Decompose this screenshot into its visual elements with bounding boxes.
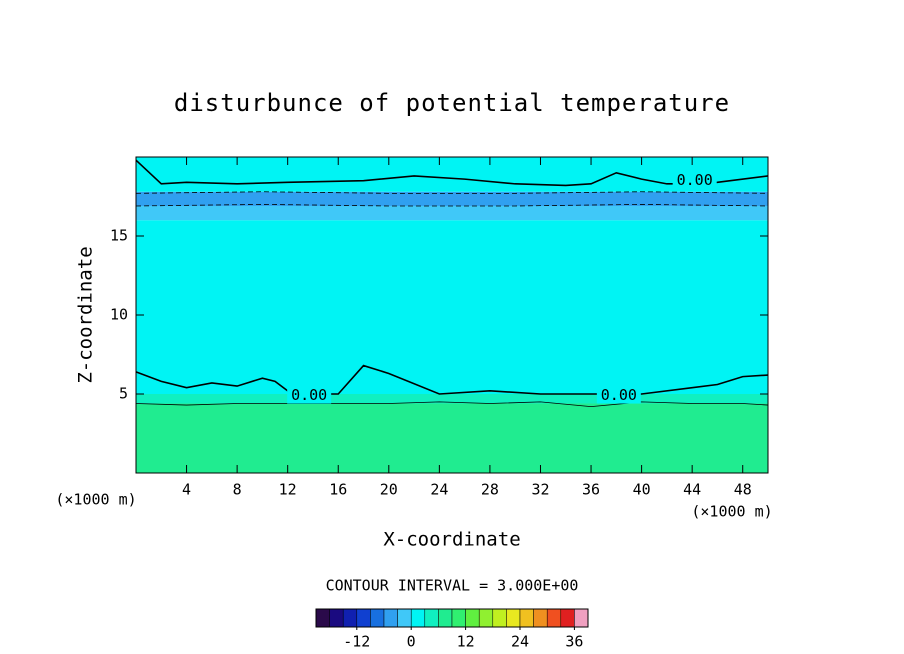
colorbar-box [342,608,358,628]
x-tick-label: 40 [633,481,651,499]
colorbar-frame [315,608,589,628]
contour-label: 0.00 [601,386,637,404]
contour-label-bg [596,387,641,404]
x-tick-label: 48 [734,481,752,499]
colorbar-box [410,608,426,628]
field-band [136,394,768,404]
field-band [136,205,768,221]
y-tick-label: 10 [110,306,128,324]
x-tick-label: 44 [683,481,701,499]
x-tick-label: 32 [531,481,549,499]
y-axis-label: Z-coordinate [75,246,97,383]
colorbar-box [424,608,439,628]
colorbar-box [451,608,466,628]
contour-line [135,203,769,207]
colorbar-box [574,608,589,628]
x-tick-label: 20 [380,481,398,499]
contour-interval: CONTOUR INTERVAL = 3.000E+00 [326,577,579,595]
field-band [136,403,768,473]
colorbar-box [356,608,371,628]
contour-label: 0.00 [291,386,327,404]
contour-line [135,364,769,395]
x-units-right: (×1000 m) [691,503,772,521]
y-tick-label: 15 [110,227,128,245]
x-tick-label: 8 [233,481,242,499]
colorbar-tick-label: 0 [407,633,416,651]
contour-label-bg [287,387,332,404]
y-tick-label: 5 [119,385,128,403]
colorbar-box [383,608,398,628]
colorbar-box [519,608,534,628]
colorbar-box [492,608,507,628]
colorbar-box [506,608,521,628]
colorbar-tick-label: 12 [457,633,475,651]
colorbar-tick-label: -12 [343,633,370,651]
colorbar-box [533,608,548,628]
colorbar-box [315,608,330,628]
x-tick-label: 4 [182,481,191,499]
colorbar-box [370,608,385,628]
colorbar-tick-label: 24 [511,633,529,651]
contour-line [135,191,769,194]
colorbar-tick-label: 36 [565,633,583,651]
x-tick-label: 24 [430,481,448,499]
chart-title: disturbunce of potential temperature [174,89,730,117]
x-tick-label: 28 [481,481,499,499]
colorbar-box [438,608,453,628]
contour-line [135,401,769,408]
field-band [136,191,768,206]
x-tick-label: 36 [582,481,600,499]
colorbar-box [560,608,575,628]
contour-label-bg [672,172,717,189]
x-tick-label: 12 [279,481,297,499]
colorbar-box [546,608,562,628]
x-axis-label: X-coordinate [383,529,520,551]
x-units-left: (×1000 m) [55,491,136,509]
colorbar-box [478,608,494,628]
field-band [136,220,768,394]
colorbar-box [397,608,412,628]
x-tick-label: 16 [329,481,347,499]
colorbar-box [465,608,480,628]
colorbar-box [329,608,344,628]
field-band [136,157,768,192]
contour-label: 0.00 [677,171,713,189]
